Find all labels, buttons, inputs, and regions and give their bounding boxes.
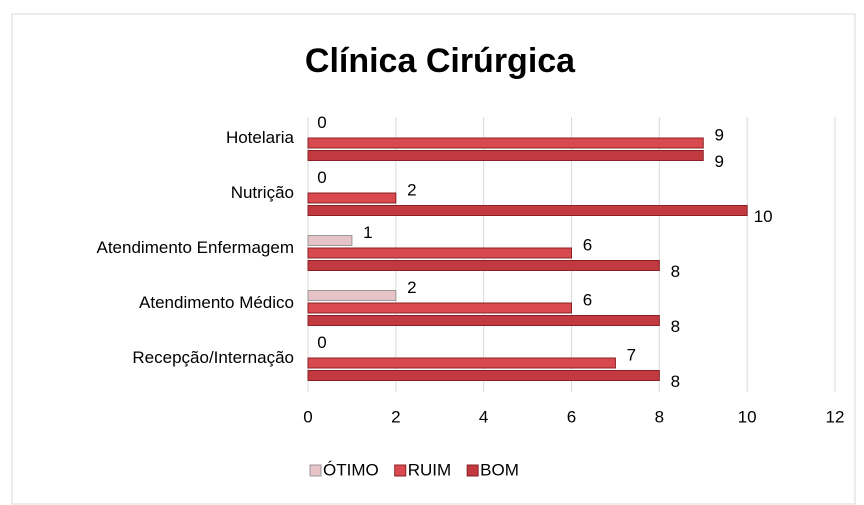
bar	[307, 235, 353, 246]
data-label: 8	[671, 262, 680, 281]
x-tick-label: 12	[826, 407, 845, 426]
data-label: 6	[583, 290, 592, 309]
y-tick-label: Atendimento Enfermagem	[97, 238, 295, 257]
data-label: 0	[317, 113, 326, 132]
data-label: 1	[363, 223, 372, 242]
data-label: 0	[317, 333, 326, 352]
y-tick-label: Nutrição	[231, 183, 294, 202]
chart-border	[11, 13, 856, 505]
x-tick-label: 0	[303, 407, 312, 426]
bar	[307, 315, 660, 326]
data-label: 7	[627, 345, 636, 364]
legend-label: ÓTIMO	[323, 460, 379, 479]
data-label: 0	[317, 168, 326, 187]
data-label: 9	[715, 125, 724, 144]
bar	[307, 247, 572, 259]
data-label: 2	[407, 278, 416, 297]
y-tick-label: Atendimento Médico	[139, 293, 294, 312]
bar	[307, 260, 660, 271]
data-label: 8	[671, 317, 680, 336]
legend-swatch	[309, 464, 322, 477]
x-tick-label: 4	[479, 407, 488, 426]
data-label: 9	[715, 152, 724, 171]
x-tick-label: 8	[655, 407, 664, 426]
legend-label: BOM	[480, 460, 519, 479]
legend-swatch	[466, 464, 479, 477]
data-label: 2	[407, 180, 416, 199]
data-label: 8	[671, 372, 680, 391]
bar	[307, 290, 397, 301]
data-label: 6	[583, 235, 592, 254]
bar	[307, 137, 704, 149]
x-tick-label: 2	[391, 407, 400, 426]
data-label: 10	[754, 207, 773, 226]
bar	[307, 370, 660, 381]
x-tick-label: 10	[738, 407, 757, 426]
legend-label: RUIM	[408, 460, 451, 479]
legend-swatch	[394, 464, 407, 477]
bar	[307, 357, 616, 369]
bar	[307, 192, 397, 204]
bar	[307, 302, 572, 314]
y-tick-label: Recepção/Internação	[132, 348, 294, 367]
bar	[307, 150, 704, 161]
bar	[307, 205, 748, 216]
y-tick-label: Hotelaria	[226, 128, 295, 147]
x-tick-label: 6	[567, 407, 576, 426]
chart-title: Clínica Cirúrgica	[305, 42, 576, 80]
